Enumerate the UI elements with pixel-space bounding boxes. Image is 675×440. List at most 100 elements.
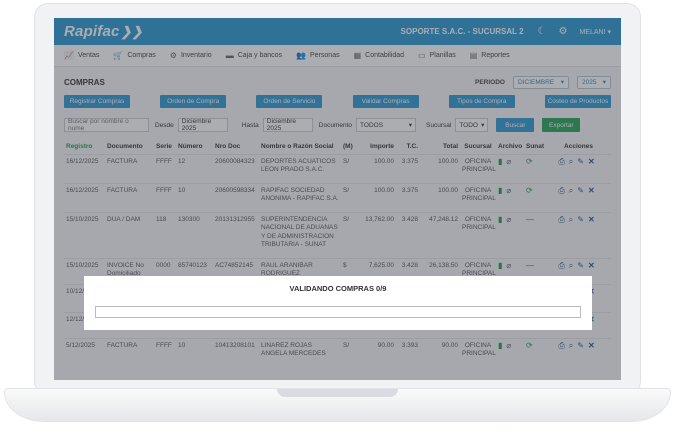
file-icon[interactable]: ▮ — [498, 260, 503, 270]
menu-item-inventario[interactable]: ⚙ Inventario — [170, 51, 212, 60]
file-icon[interactable]: ▮ — [498, 214, 503, 224]
validar-compras-button[interactable]: Validar Compras — [352, 95, 419, 108]
moon-icon[interactable]: ☾ — [537, 26, 547, 37]
exportar-button[interactable]: Exportar — [542, 118, 581, 132]
gear-icon[interactable]: ⚙ — [558, 26, 568, 37]
orden-compra-button[interactable]: Orden de Compra — [160, 95, 227, 108]
file-icon[interactable]: ▮ — [498, 185, 503, 195]
cell-nro-doc: 20600084323 — [215, 157, 255, 165]
edit-icon[interactable]: ✎ — [577, 214, 584, 224]
column-header[interactable]: Número — [178, 143, 203, 151]
paperclip-icon[interactable]: ⌀ — [506, 185, 512, 195]
sucursal-select[interactable]: TODO ▾ — [455, 118, 489, 132]
user-name: MELANI — [579, 28, 606, 36]
cell-documento: FACTURA — [107, 341, 138, 349]
print-icon[interactable]: ⎙ — [558, 260, 565, 270]
cell-archivo: ▮⌀ — [496, 154, 524, 183]
month-select[interactable]: DICIEMBRE ▾ — [513, 75, 569, 89]
column-header[interactable]: Total — [442, 143, 458, 151]
year-select[interactable]: 2025 ▾ — [577, 75, 611, 89]
menu-item-compras[interactable]: 🛒 Compras — [113, 51, 155, 60]
buscar-button[interactable]: Buscar — [496, 118, 535, 132]
delete-icon[interactable]: ✕ — [587, 185, 595, 195]
file-icon[interactable]: ▮ — [498, 340, 503, 350]
table-row[interactable]: 15/10/2025 INVOICE No Domiciliado 0000 8574… — [64, 258, 611, 284]
file-icon[interactable]: ▮ — [498, 156, 503, 166]
menu-item-contabilidad[interactable]: ▦ Contabilidad — [354, 51, 404, 60]
column-header[interactable]: Documento — [107, 143, 143, 151]
paperclip-icon[interactable]: ⌀ — [506, 214, 512, 224]
cell-nombre: DEPORTES ACUATICOS LEON PRADO S.A.C. — [261, 157, 336, 174]
column-header[interactable]: T.C. — [406, 143, 418, 151]
documento-label: Documento — [318, 121, 353, 129]
cell-nombre: LINAREZ ROJAS ANGELA MERCEDES — [261, 341, 326, 358]
table-row[interactable]: 15/10/2025 DUA / DAM 118 130300 20131312955 S… — [64, 212, 611, 258]
table-row[interactable]: 16/12/2025 FACTURA FFFF 10 20600598334 RAPIFA… — [64, 183, 611, 212]
delete-icon[interactable]: ✕ — [587, 214, 595, 224]
sync-icon[interactable]: ⟳ — [526, 340, 533, 350]
edit-icon[interactable]: ✎ — [577, 185, 584, 195]
paperclip-icon[interactable]: ⌀ — [506, 260, 512, 270]
delete-icon[interactable]: ✕ — [587, 156, 595, 166]
hasta-input[interactable]: Diciembre 2025 — [262, 118, 313, 132]
cell-importe: 13,762.00 — [365, 215, 394, 223]
box-icon: ⚙ — [169, 51, 177, 60]
column-header[interactable]: Nro Doc — [215, 143, 241, 151]
search-input[interactable]: Buscar por nombre o nume — [64, 118, 149, 132]
edit-icon[interactable]: ✎ — [577, 340, 584, 350]
print-icon[interactable]: ⎙ — [558, 340, 565, 350]
column-header[interactable]: Acciones — [564, 143, 593, 151]
column-header[interactable]: Nombre o Razón Social — [261, 143, 334, 151]
user-menu[interactable]: MELANI ▾ — [579, 28, 611, 36]
search-icon[interactable]: ⌕ — [568, 214, 574, 224]
column-header[interactable]: Sucursal — [464, 143, 492, 151]
company-name[interactable]: SOPORTE S.A.C. - SUCURSAL 2 — [400, 27, 524, 36]
app-logo[interactable]: Rapifac❯❯ — [64, 23, 143, 40]
cell-m: S/ — [343, 186, 350, 194]
dash-icon: — — [526, 214, 534, 224]
menu-item-ventas[interactable]: 📈 Ventas — [64, 51, 99, 60]
column-header[interactable]: Archivo — [498, 143, 523, 151]
table-row[interactable]: 16/12/2025 FACTURA FFFF 12 20600084323 DEPORT… — [64, 154, 611, 183]
sync-icon[interactable]: ⟳ — [526, 185, 533, 195]
menu-item-planillas[interactable]: ▭ Planillas — [418, 51, 456, 60]
cell-nro-doc: 20131312955 — [215, 215, 255, 223]
column-header[interactable]: Importe — [370, 143, 394, 151]
cell-total: 26,138.50 — [429, 261, 458, 269]
cell-tc: 3.393 — [401, 341, 418, 349]
paperclip-icon[interactable]: ⌀ — [506, 156, 512, 166]
search-icon[interactable]: ⌕ — [568, 185, 574, 195]
cell-documento: FACTURA — [107, 186, 138, 194]
sync-icon[interactable]: ⟳ — [526, 156, 533, 166]
search-icon[interactable]: ⌕ — [568, 260, 574, 270]
desde-input[interactable]: Diciembre 2025 — [177, 118, 228, 132]
table-row[interactable]: 5/12/2025 FACTURA FFFF 10 10413208101 LINAREZ… — [64, 338, 611, 359]
paperclip-icon[interactable]: ⌀ — [506, 340, 512, 350]
documento-select[interactable]: TODOS ▾ — [356, 118, 417, 132]
print-icon[interactable]: ⎙ — [558, 185, 565, 195]
menu-item-caja[interactable]: ▬ Caja y bancos — [226, 51, 282, 60]
search-icon[interactable]: ⌕ — [568, 340, 574, 350]
delete-icon[interactable]: ✕ — [587, 340, 595, 350]
print-icon[interactable]: ⎙ — [558, 156, 565, 166]
orden-servicio-button[interactable]: Orden de Servicio — [256, 95, 323, 108]
print-icon[interactable]: ⎙ — [558, 214, 565, 224]
cell-serie: 118 — [156, 215, 167, 223]
menu-item-reportes[interactable]: ▤ Reportes — [470, 51, 510, 60]
column-header[interactable]: Sunat — [526, 143, 545, 151]
edit-icon[interactable]: ✎ — [577, 260, 584, 270]
column-header[interactable]: Registro — [66, 143, 93, 151]
cell-tc: 3.428 — [401, 261, 418, 269]
column-header[interactable]: Serie — [156, 143, 172, 151]
top-bar: Rapifac❯❯ SOPORTE S.A.C. - SUCURSAL 2 ☾ … — [54, 18, 621, 45]
tipos-compra-button[interactable]: Tipos de Compra — [448, 95, 515, 108]
edit-icon[interactable]: ✎ — [577, 156, 584, 166]
column-header[interactable]: (M) — [343, 143, 353, 151]
registrar-compras-button[interactable]: Registrar Compras — [64, 95, 130, 108]
cell-documento: FACTURA — [107, 157, 138, 165]
costeo-productos-button[interactable]: Costeo de Productos — [544, 95, 611, 108]
menu-label: Ventas — [77, 52, 100, 59]
menu-item-personas[interactable]: 👥 Personas — [296, 51, 340, 60]
search-icon[interactable]: ⌕ — [568, 156, 574, 166]
delete-icon[interactable]: ✕ — [587, 260, 595, 270]
